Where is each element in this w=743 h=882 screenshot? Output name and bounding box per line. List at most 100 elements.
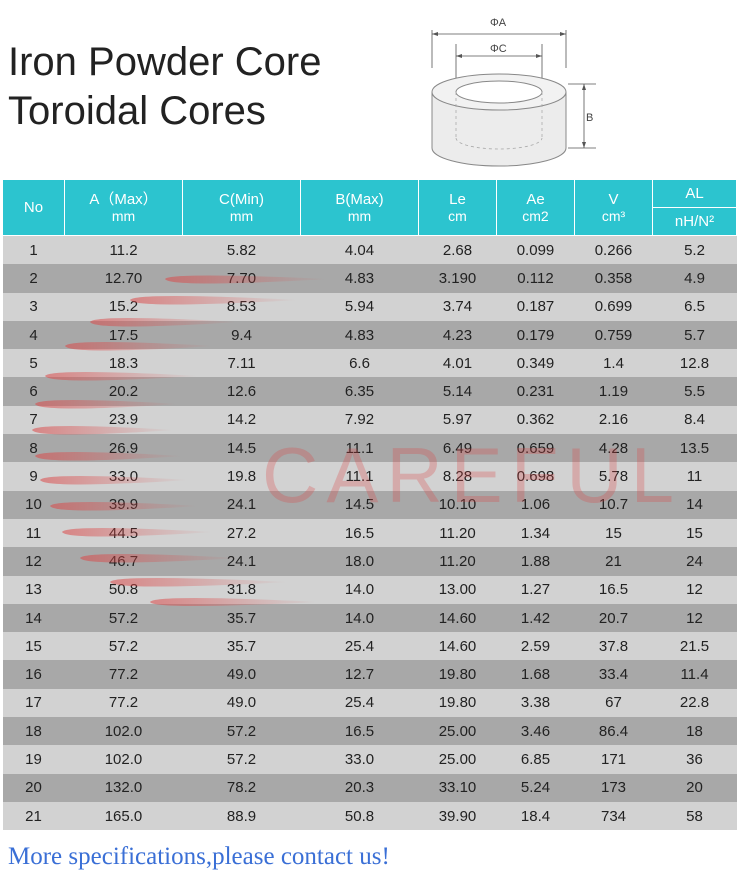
cell-no: 7 — [2, 405, 65, 435]
core-spec-table: No A（Max） mm C(Min) mm B(Max) mm Le cm Ae cm2… — [2, 179, 737, 831]
cell-a-max: 50.8 — [64, 575, 183, 604]
cell-b-max: 4.83 — [300, 320, 419, 350]
cell-no: 20 — [2, 773, 65, 802]
cell-c-min: 24.1 — [182, 547, 301, 576]
cell-ae: 6.85 — [496, 745, 575, 774]
cell-v: 1.19 — [574, 377, 653, 406]
header-ae: Ae cm2 — [496, 179, 575, 236]
cell-le: 4.01 — [418, 349, 497, 378]
cell-al: 24 — [652, 547, 737, 576]
cell-b-max: 16.5 — [300, 717, 419, 746]
cell-c-min: 8.53 — [182, 292, 301, 321]
cell-c-min: 31.8 — [182, 575, 301, 604]
cell-no: 8 — [2, 434, 65, 463]
cell-b-max: 33.0 — [300, 745, 419, 774]
cell-le: 19.80 — [418, 660, 497, 689]
table-header-row: No A（Max） mm C(Min) mm B(Max) mm Le cm Ae cm2… — [2, 179, 737, 236]
cell-al: 5.7 — [652, 320, 737, 350]
cell-c-min: 24.1 — [182, 490, 301, 519]
cell-v: 21 — [574, 547, 653, 576]
cell-ae: 0.187 — [496, 292, 575, 321]
header-c: C(Min) mm — [182, 179, 301, 236]
cell-le: 25.00 — [418, 717, 497, 746]
cell-no: 6 — [2, 377, 65, 406]
cell-a-max: 165.0 — [64, 801, 183, 831]
cell-b-max: 14.0 — [300, 603, 419, 633]
cell-v: 15 — [574, 518, 653, 548]
cell-c-min: 35.7 — [182, 603, 301, 633]
cell-a-max: 15.2 — [64, 292, 183, 321]
cell-v: 0.358 — [574, 264, 653, 293]
cell-a-max: 44.5 — [64, 518, 183, 548]
cell-a-max: 77.2 — [64, 688, 183, 718]
cell-no: 12 — [2, 547, 65, 576]
cell-a-max: 132.0 — [64, 773, 183, 802]
cell-b-max: 25.4 — [300, 632, 419, 661]
cell-le: 39.90 — [418, 801, 497, 831]
cell-al: 4.9 — [652, 264, 737, 293]
cell-v: 0.266 — [574, 235, 653, 265]
cell-ae: 0.179 — [496, 320, 575, 350]
cell-al: 11.4 — [652, 660, 737, 689]
cell-b-max: 6.6 — [300, 349, 419, 378]
cell-ae: 0.698 — [496, 462, 575, 491]
cell-le: 3.74 — [418, 292, 497, 321]
cell-al: 36 — [652, 745, 737, 774]
cell-le: 4.23 — [418, 320, 497, 350]
table-row: 4 17.5 9.4 4.83 4.23 0.179 0.759 5.7 — [2, 320, 737, 350]
cell-b-max: 4.04 — [300, 235, 419, 265]
contact-footer: More specifications,please contact us! — [8, 843, 390, 870]
cell-b-max: 20.3 — [300, 773, 419, 802]
cell-al: 5.2 — [652, 235, 737, 265]
cell-c-min: 14.2 — [182, 405, 301, 435]
cell-b-max: 18.0 — [300, 547, 419, 576]
cell-no: 18 — [2, 717, 65, 746]
cell-le: 10.10 — [418, 490, 497, 519]
cell-ae: 1.34 — [496, 518, 575, 548]
cell-no: 1 — [2, 235, 65, 265]
cell-ae: 0.659 — [496, 434, 575, 463]
cell-c-min: 49.0 — [182, 688, 301, 718]
cell-no: 10 — [2, 490, 65, 519]
cell-c-min: 7.70 — [182, 264, 301, 293]
cell-le: 5.14 — [418, 377, 497, 406]
cell-no: 21 — [2, 801, 65, 831]
cell-ae: 5.24 — [496, 773, 575, 802]
cell-v: 734 — [574, 801, 653, 831]
cell-a-max: 12.70 — [64, 264, 183, 293]
cell-c-min: 57.2 — [182, 717, 301, 746]
toroid-dimension-diagram: ΦA ΦC B — [431, 17, 596, 167]
cell-a-max: 26.9 — [64, 434, 183, 463]
table-row: 10 39.9 24.1 14.5 10.10 1.06 10.7 14 — [2, 490, 737, 519]
cell-a-max: 33.0 — [64, 462, 183, 491]
header-no: No — [2, 179, 65, 236]
cell-le: 3.190 — [418, 264, 497, 293]
title-line-2: Toroidal Cores — [8, 89, 266, 133]
cell-v: 2.16 — [574, 405, 653, 435]
cell-al: 15 — [652, 518, 737, 548]
cell-b-max: 14.5 — [300, 490, 419, 519]
cell-al: 6.5 — [652, 292, 737, 321]
cell-no: 4 — [2, 320, 65, 350]
cell-le: 6.49 — [418, 434, 497, 463]
cell-b-max: 14.0 — [300, 575, 419, 604]
cell-al: 22.8 — [652, 688, 737, 718]
cell-al: 18 — [652, 717, 737, 746]
header-b: B(Max) mm — [300, 179, 419, 236]
cell-c-min: 12.6 — [182, 377, 301, 406]
table-row: 19 102.0 57.2 33.0 25.00 6.85 171 36 — [2, 745, 737, 774]
cell-v: 0.759 — [574, 320, 653, 350]
cell-b-max: 5.94 — [300, 292, 419, 321]
table-row: 21 165.0 88.9 50.8 39.90 18.4 734 58 — [2, 801, 737, 831]
cell-le: 14.60 — [418, 632, 497, 661]
cell-a-max: 57.2 — [64, 632, 183, 661]
cell-c-min: 14.5 — [182, 434, 301, 463]
cell-le: 11.20 — [418, 518, 497, 548]
cell-b-max: 50.8 — [300, 801, 419, 831]
cell-al: 13.5 — [652, 434, 737, 463]
table-row: 6 20.2 12.6 6.35 5.14 0.231 1.19 5.5 — [2, 377, 737, 406]
cell-a-max: 102.0 — [64, 717, 183, 746]
cell-v: 0.699 — [574, 292, 653, 321]
dimension-c-label: ΦC — [490, 43, 507, 55]
header-le: Le cm — [418, 179, 497, 236]
